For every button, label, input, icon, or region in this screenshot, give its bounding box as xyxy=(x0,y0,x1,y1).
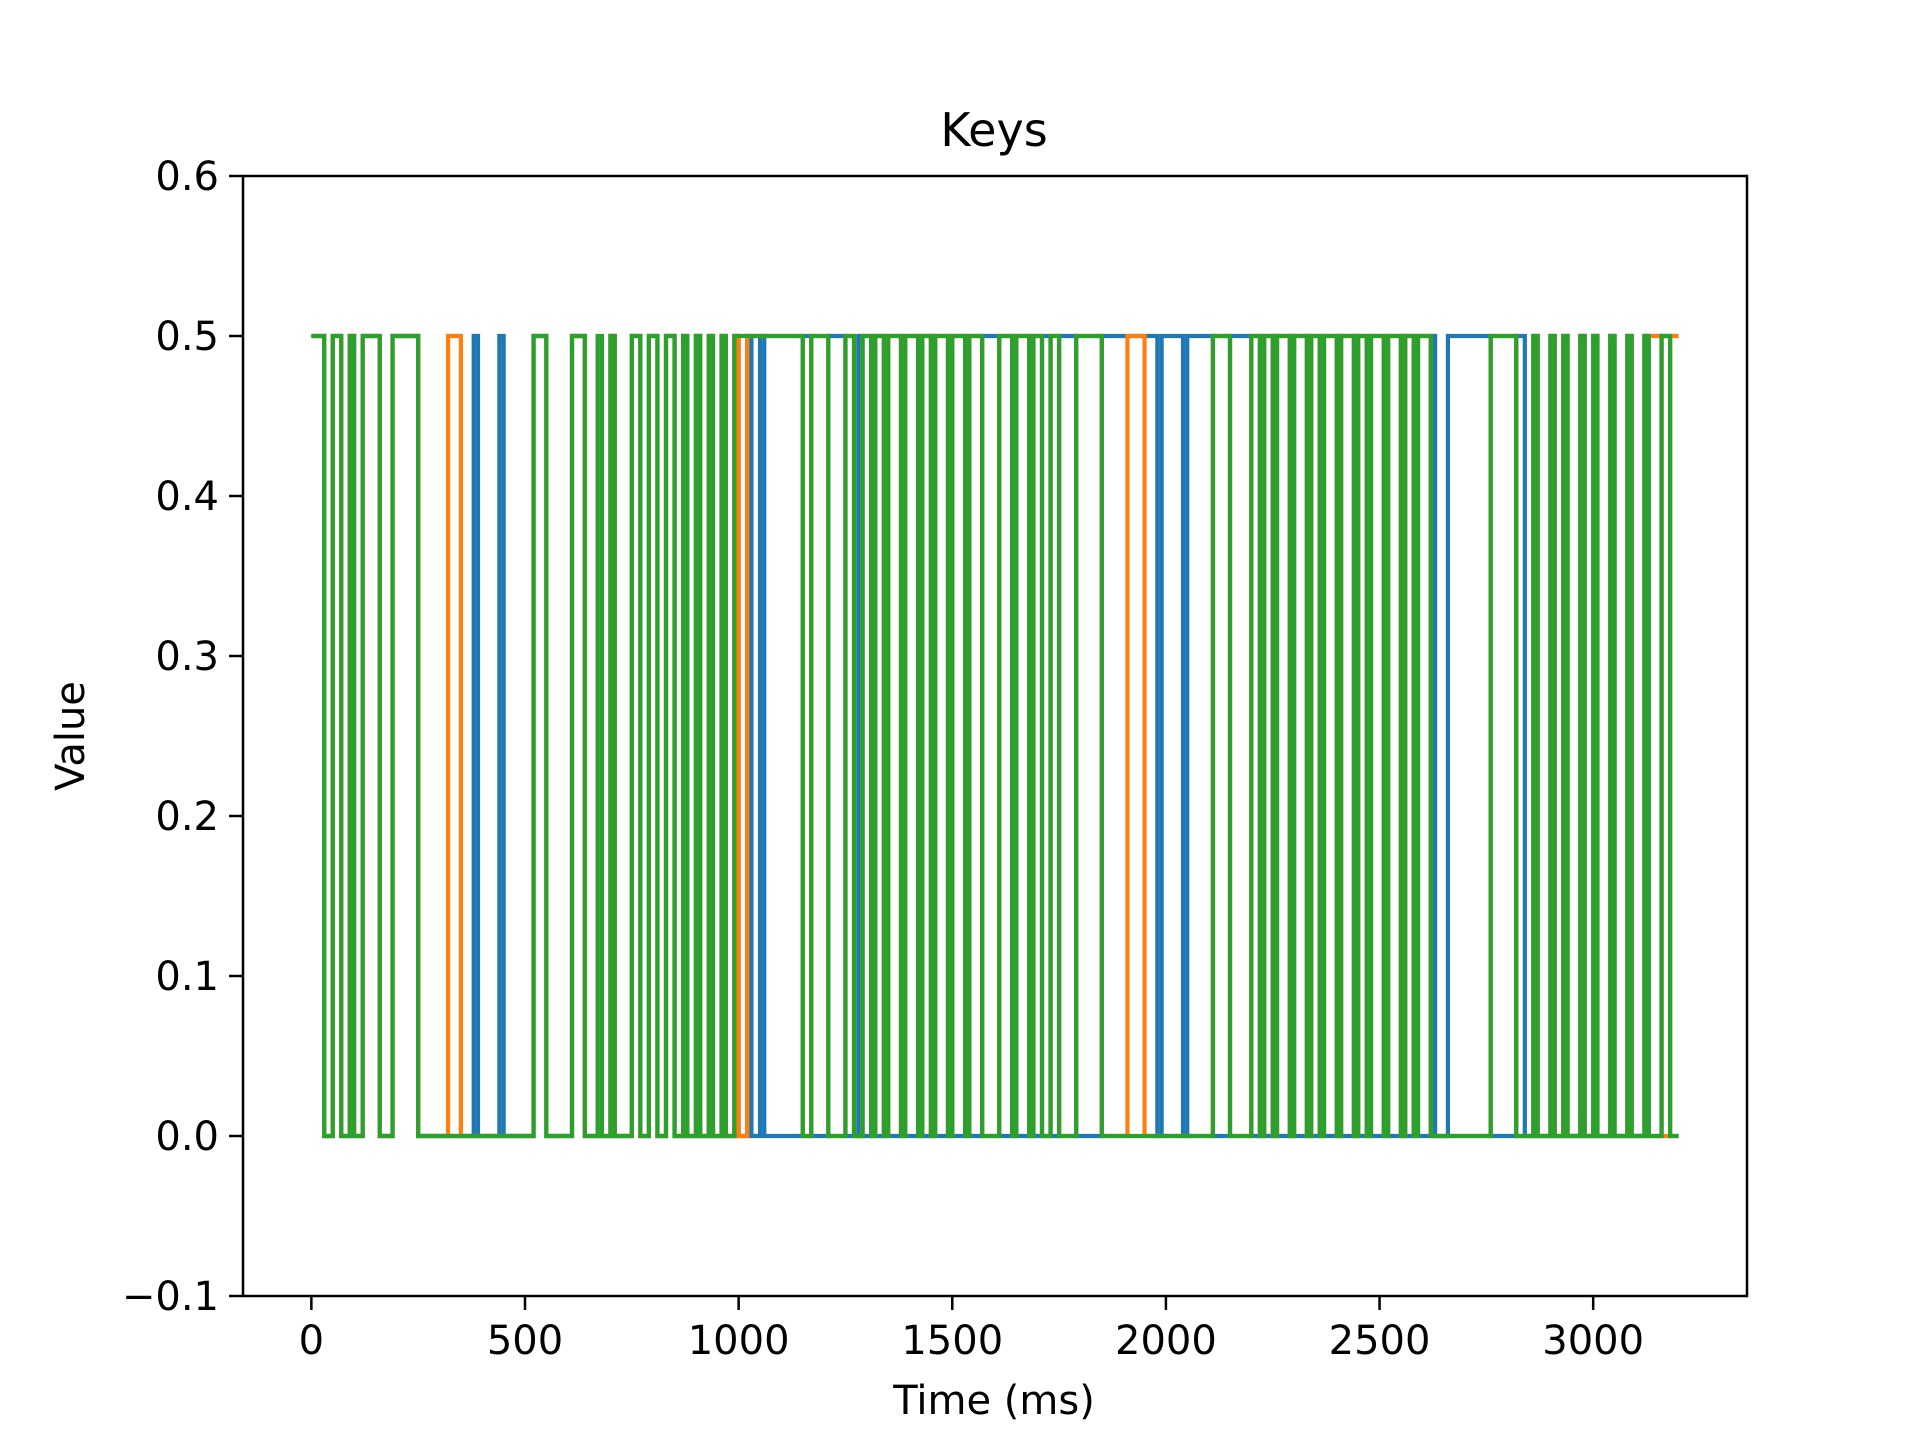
x-tick-label: 3000 xyxy=(1542,1318,1644,1364)
y-tick-label: 0.5 xyxy=(155,314,219,360)
y-axis: −0.1 0.0 0.1 0.2 0.3 0.4 0.5 0.6 xyxy=(122,154,243,1320)
y-tick-label: 0.0 xyxy=(155,1114,219,1160)
x-axis: 0 500 1000 1500 2000 2500 3000 xyxy=(299,1296,1644,1364)
y-tick-label: 0.3 xyxy=(155,634,219,680)
axes-frame xyxy=(241,174,1749,1298)
chart-title: Keys xyxy=(940,103,1047,157)
y-tick-label: 0.1 xyxy=(155,954,219,1000)
x-tick-label: 500 xyxy=(487,1318,563,1364)
y-tick-label: 0.2 xyxy=(155,794,219,840)
x-tick-label: 1500 xyxy=(901,1318,1003,1364)
y-tick-label: 0.4 xyxy=(155,474,219,520)
x-tick-label: 2500 xyxy=(1329,1318,1431,1364)
y-axis-label: Value xyxy=(48,681,94,791)
x-tick-label: 2000 xyxy=(1115,1318,1217,1364)
y-tick-label: −0.1 xyxy=(122,1274,219,1320)
series-line-3 xyxy=(311,333,1679,1139)
x-axis-label: Time (ms) xyxy=(892,1378,1095,1424)
x-tick-label: 1000 xyxy=(688,1318,790,1364)
plot-area xyxy=(311,333,1679,1139)
x-tick-label: 0 xyxy=(299,1318,324,1364)
y-tick-label: 0.6 xyxy=(155,154,219,200)
